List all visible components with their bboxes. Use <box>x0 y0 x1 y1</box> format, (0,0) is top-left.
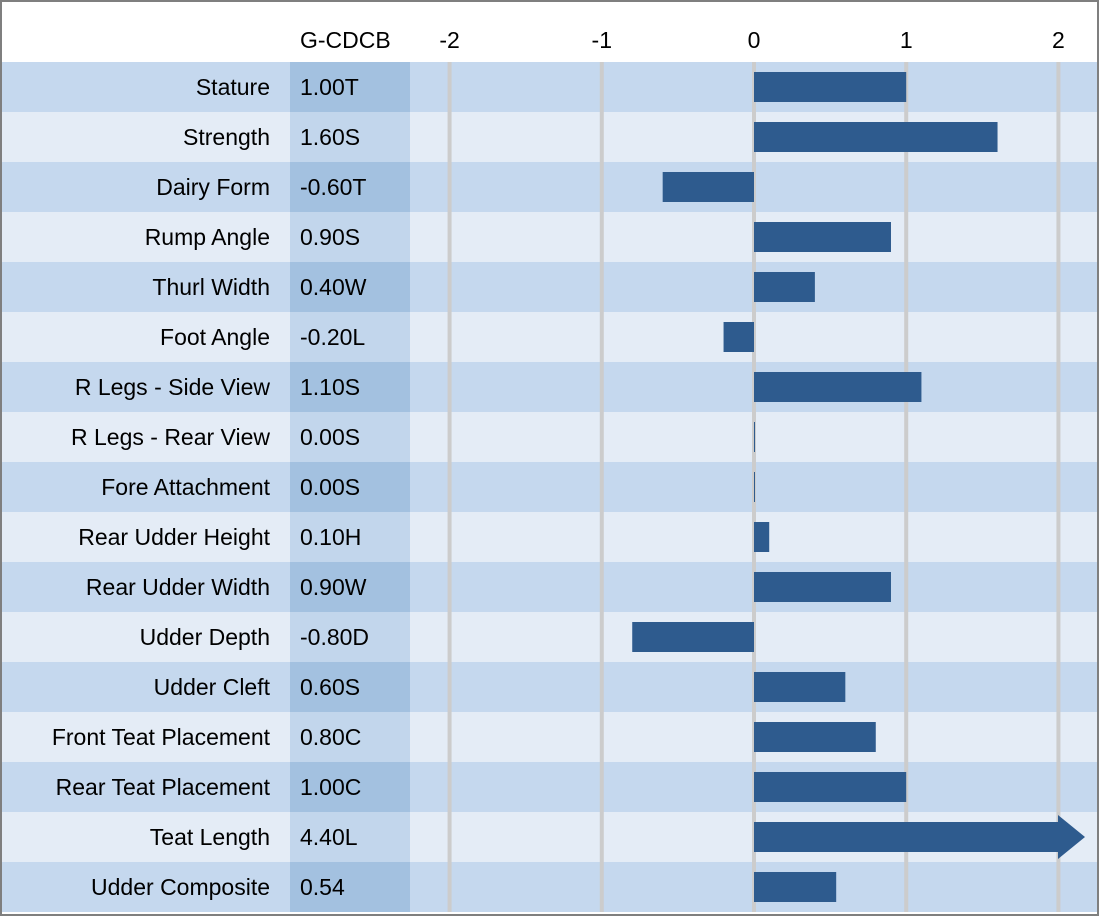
row-band <box>1 162 1098 212</box>
value-label: 0.90S <box>300 224 360 250</box>
value-cell <box>290 512 410 562</box>
row-band <box>1 412 1098 462</box>
value-cell <box>290 312 410 362</box>
value-cell <box>290 212 410 262</box>
value-cell <box>290 462 410 512</box>
category-label: Rear Udder Width <box>86 574 270 600</box>
category-label: Teat Length <box>150 824 270 850</box>
bar <box>754 522 770 552</box>
bar <box>632 622 754 652</box>
value-cell <box>290 662 410 712</box>
category-label: Front Teat Placement <box>52 724 271 750</box>
x-tick-label: 2 <box>1052 27 1065 53</box>
row-band <box>1 62 1098 112</box>
value-label: -0.20L <box>300 324 365 350</box>
row-band <box>1 612 1098 662</box>
x-tick-label: -2 <box>439 27 459 53</box>
bar <box>754 872 837 902</box>
category-label: Udder Depth <box>140 624 270 650</box>
row-band <box>1 312 1098 362</box>
value-label: 1.60S <box>300 124 360 150</box>
row-band <box>1 462 1098 512</box>
value-cell <box>290 262 410 312</box>
bar <box>723 322 754 352</box>
value-label: 1.00C <box>300 774 361 800</box>
value-label: 4.40L <box>300 824 358 850</box>
row-band <box>1 512 1098 562</box>
category-label: Fore Attachment <box>101 474 270 500</box>
category-label: Stature <box>196 74 270 100</box>
value-cell <box>290 162 410 212</box>
category-label: Rump Angle <box>145 224 270 250</box>
value-label: 0.90W <box>300 574 367 600</box>
value-label: 0.40W <box>300 274 367 300</box>
row-band <box>1 562 1098 612</box>
x-tick-label: -1 <box>592 27 612 53</box>
value-cell <box>290 62 410 112</box>
category-label: Thurl Width <box>152 274 270 300</box>
category-label: Foot Angle <box>160 324 270 350</box>
value-cell <box>290 762 410 812</box>
bar <box>754 472 755 502</box>
value-cell <box>290 412 410 462</box>
bar <box>754 772 907 802</box>
value-cell <box>290 112 410 162</box>
category-label: Udder Cleft <box>154 674 271 700</box>
bar <box>754 722 876 752</box>
bar <box>754 422 755 452</box>
row-band <box>1 862 1098 912</box>
category-label: Rear Teat Placement <box>56 774 271 800</box>
row-band <box>1 212 1098 262</box>
value-cell <box>290 712 410 762</box>
x-tick-label: 1 <box>900 27 913 53</box>
x-tick-label: 0 <box>748 27 761 53</box>
value-label: -0.60T <box>300 174 366 200</box>
value-cell <box>290 812 410 862</box>
category-label: Rear Udder Height <box>78 524 270 550</box>
bar <box>754 572 891 602</box>
category-label: R Legs - Side View <box>75 374 271 400</box>
value-label: 0.54 <box>300 874 345 900</box>
bar <box>754 272 815 302</box>
bar <box>754 72 907 102</box>
value-label: 0.00S <box>300 424 360 450</box>
value-cell <box>290 862 410 912</box>
row-band <box>1 712 1098 762</box>
category-label: Strength <box>183 124 270 150</box>
value-label: 0.10H <box>300 524 361 550</box>
bar <box>662 172 754 202</box>
row-band <box>1 662 1098 712</box>
value-label: -0.80D <box>300 624 369 650</box>
value-label: 1.10S <box>300 374 360 400</box>
value-cell <box>290 362 410 412</box>
bar <box>754 222 891 252</box>
value-label: 0.80C <box>300 724 361 750</box>
value-label: 0.00S <box>300 474 360 500</box>
bar <box>754 122 998 152</box>
category-label: Udder Composite <box>91 874 270 900</box>
value-label: 0.60S <box>300 674 360 700</box>
bar-overflow <box>754 815 1085 859</box>
row-band <box>1 262 1098 312</box>
category-label: R Legs - Rear View <box>71 424 270 450</box>
bar <box>754 372 922 402</box>
column-header: G-CDCB <box>300 27 391 53</box>
value-label: 1.00T <box>300 74 359 100</box>
row-band <box>1 762 1098 812</box>
category-label: Dairy Form <box>156 174 270 200</box>
bar <box>754 672 846 702</box>
value-cell <box>290 612 410 662</box>
value-cell <box>290 562 410 612</box>
